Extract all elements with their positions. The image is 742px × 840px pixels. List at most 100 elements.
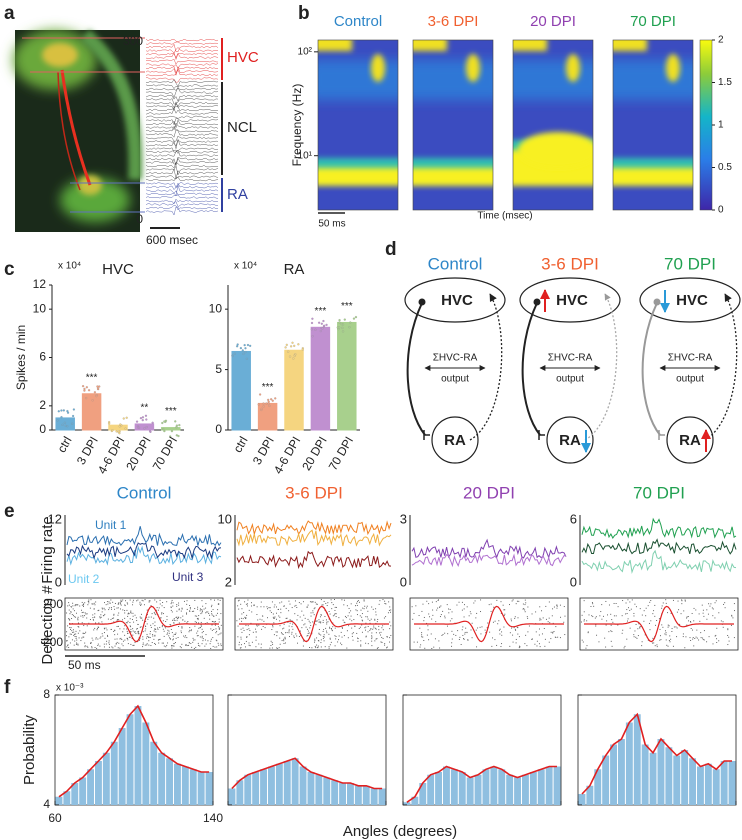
y-axis-label: Firing rate [39,516,56,584]
dot [72,408,75,411]
spike-dot [262,615,264,617]
spike-dot [88,599,90,601]
spike-dot [202,638,204,640]
spike-dot [245,640,247,642]
spike-dot [337,639,339,641]
spike-dot [437,607,439,609]
blob [566,54,580,82]
spike-dot [318,633,320,635]
spike-dot [242,618,244,620]
node-label: RA [559,432,581,449]
trace [145,119,219,129]
panel-title: 20 DPI [463,483,515,502]
spike-dot [344,615,346,617]
spike-dot [288,600,290,602]
spike-dot [86,613,88,615]
dot [265,402,268,405]
spike-dot [503,626,505,628]
spike-dot [94,627,96,629]
spike-dot [73,644,75,646]
spike-dot [199,645,201,647]
spike-dot [335,606,337,608]
spike-dot [77,619,79,621]
hist-bar [649,752,657,805]
spike-dot [245,624,247,626]
spike-dot [322,621,324,623]
spike-dot [526,645,528,647]
spike-dot [451,618,453,620]
spike-dot [142,600,144,602]
spike-dot [189,627,191,629]
spike-dot [171,632,173,634]
spike-dot [84,645,86,647]
spike-dot [548,641,550,643]
hist-bar [252,772,260,805]
spike-dot [345,617,347,619]
spike-dot [130,612,132,614]
spike-dot [514,616,516,618]
spike-dot [172,602,174,604]
spectrogram [513,40,593,210]
spike-dot [169,638,171,640]
spike-dot [124,617,126,619]
spike-dot [69,628,71,630]
spike-dot [351,633,353,635]
x-tick-label: ctrl [230,434,250,455]
spike-dot [84,602,86,604]
spike-dot [596,634,598,636]
spike-dot [471,637,473,639]
spike-dot [540,619,542,621]
spike-dot [664,630,666,632]
dot [87,389,91,392]
multiplier: x 10⁴ [58,261,81,272]
spike-dot [424,647,426,649]
spike-dot [245,603,247,605]
spike-dot [124,612,126,614]
spike-dot [266,606,268,608]
spike-dot [121,643,123,645]
spike-dot [362,607,364,609]
spike-dot [266,617,268,619]
spike-dot [82,605,84,607]
spike-dot [297,614,299,616]
spike-dot [356,614,358,616]
spike-dot [179,646,181,648]
spike-dot [108,642,110,644]
spike-dot [247,599,249,601]
hist-bar [458,772,466,805]
spike-dot [163,635,165,637]
dot [98,385,101,388]
spike-dot [377,647,379,649]
spike-dot [509,645,511,647]
spike-dot [329,626,331,628]
spike-dot [111,608,113,610]
spike-dot [382,599,384,601]
spike-dot [501,643,503,645]
spike-dot [189,608,191,610]
band [513,40,547,51]
spike-dot [471,622,473,624]
spike-dot [237,625,239,627]
spike-dot [627,599,629,601]
spike-dot [714,602,716,604]
spike-dot [178,608,180,610]
spike-dot [525,634,527,636]
spike-dot [122,599,124,601]
spike-dot [141,599,143,601]
trace [145,43,219,52]
spike-dot [114,638,116,640]
spike-dot [365,626,367,628]
spike-dot [129,618,131,620]
spike-dot [418,615,420,617]
spike-dot [516,600,518,602]
dot [145,418,148,421]
trace [145,58,219,65]
spike-dot [543,628,545,630]
hist-bar [553,766,561,805]
spike-dot [124,610,126,612]
spike-dot [384,600,386,602]
spike-dot [695,636,697,638]
spike-dot [323,634,325,636]
spike-dot [323,640,325,642]
spike-dot [279,637,281,639]
